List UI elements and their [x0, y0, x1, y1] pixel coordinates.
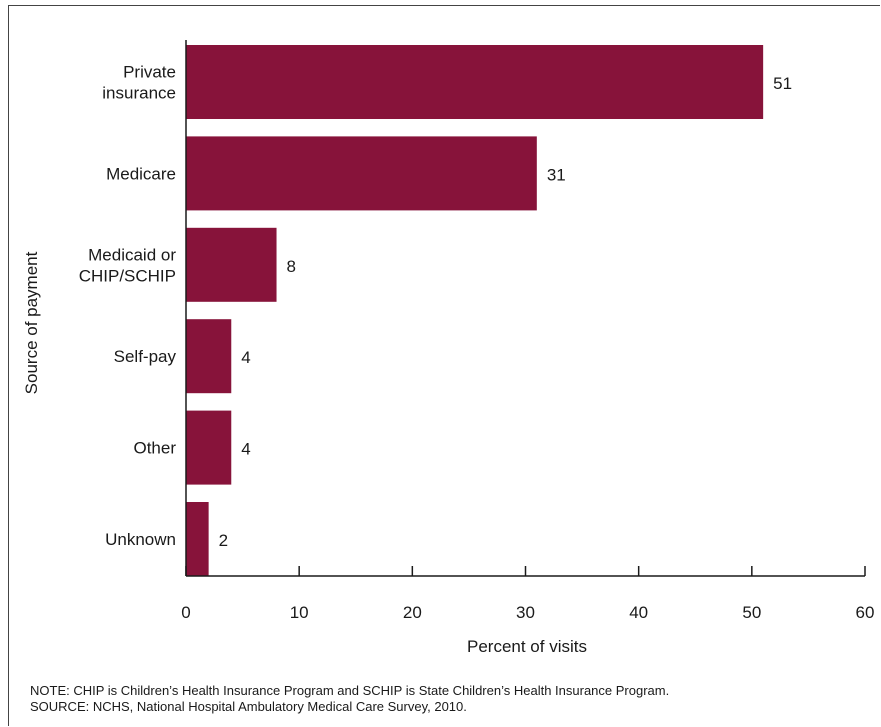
category-label-line: Other [133, 439, 176, 458]
category-label-line: Self-pay [114, 347, 177, 366]
bar-value-label: 31 [547, 165, 566, 184]
x-tick-label: 40 [629, 603, 648, 622]
x-tick-label: 10 [290, 603, 309, 622]
category-labels-group: Private insurance Medicare Medicaid or CHIP/… [79, 63, 177, 550]
chart-frame [8, 5, 880, 726]
bar [186, 410, 232, 485]
bar-value-label: 4 [241, 440, 250, 459]
bar-value-label: 51 [773, 74, 792, 93]
bar-value-label: 8 [287, 257, 296, 276]
category-label: Unknown [105, 530, 176, 549]
category-label: Medicaid or CHIP/SCHIP [79, 245, 177, 285]
bar-value-label: 2 [219, 531, 228, 550]
x-ticks-group: 0 10 20 30 40 50 60 [181, 566, 874, 622]
category-label-line: Medicare [106, 164, 176, 183]
x-tick-label: 60 [856, 603, 875, 622]
category-label: Private insurance [102, 63, 176, 103]
x-tick-label: 30 [516, 603, 535, 622]
category-label: Self-pay [114, 347, 177, 366]
bar [186, 45, 764, 119]
category-label-line: Unknown [105, 530, 176, 549]
bar [186, 136, 537, 211]
x-tick-label: 20 [403, 603, 422, 622]
category-label-line: Medicaid or [88, 245, 176, 264]
source-text: SOURCE: NCHS, National Hospital Ambulato… [30, 699, 467, 714]
x-tick-label: 50 [742, 603, 761, 622]
category-label-line: Private [123, 63, 176, 82]
value-labels-group: 51 31 8 4 4 2 [219, 74, 792, 550]
category-label: Medicare [106, 164, 176, 183]
bars-group [186, 45, 764, 576]
bar [186, 502, 209, 576]
chart-notes: NOTE: CHIP is Children’s Health Insuranc… [30, 683, 669, 715]
x-axis-title: Percent of visits [467, 637, 587, 656]
y-axis-title: Source of payment [22, 251, 41, 394]
category-label-line: CHIP/SCHIP [79, 266, 176, 285]
category-label-line: insurance [102, 84, 176, 103]
bar [186, 319, 232, 394]
x-tick-label: 0 [181, 603, 190, 622]
bar [186, 227, 277, 302]
category-label: Other [133, 439, 176, 458]
bar-value-label: 4 [241, 348, 250, 367]
note-text: NOTE: CHIP is Children’s Health Insuranc… [30, 683, 670, 698]
